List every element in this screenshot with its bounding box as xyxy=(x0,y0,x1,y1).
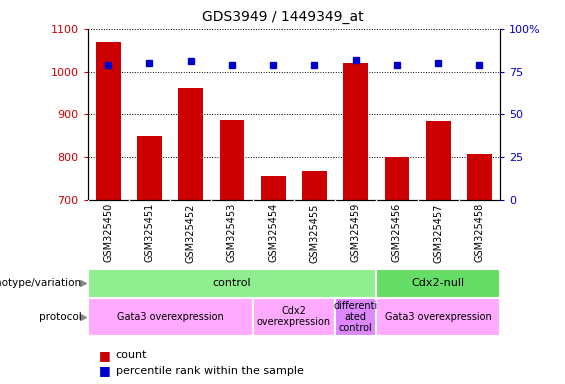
Text: GSM325454: GSM325454 xyxy=(268,203,278,262)
Text: Cdx2
overexpression: Cdx2 overexpression xyxy=(257,306,331,327)
Bar xyxy=(261,176,285,200)
Text: GSM325457: GSM325457 xyxy=(433,203,443,263)
Text: GSM325453: GSM325453 xyxy=(227,203,237,262)
Bar xyxy=(220,120,244,200)
Text: ■: ■ xyxy=(99,349,111,362)
Text: GSM325450: GSM325450 xyxy=(103,203,113,262)
Text: percentile rank within the sample: percentile rank within the sample xyxy=(116,366,304,376)
Bar xyxy=(302,170,327,200)
Text: GSM325451: GSM325451 xyxy=(145,203,154,262)
Text: differenti
ated
control: differenti ated control xyxy=(333,301,378,333)
Text: GSM325456: GSM325456 xyxy=(392,203,402,262)
Text: GSM325459: GSM325459 xyxy=(351,203,360,262)
Text: GDS3949 / 1449349_at: GDS3949 / 1449349_at xyxy=(202,10,363,23)
Text: genotype/variation: genotype/variation xyxy=(0,278,82,288)
Text: GSM325458: GSM325458 xyxy=(475,203,484,262)
Text: control: control xyxy=(212,278,251,288)
Bar xyxy=(96,43,120,200)
Bar xyxy=(88,269,376,298)
Bar xyxy=(344,63,368,200)
Text: GSM325455: GSM325455 xyxy=(310,203,319,263)
Text: protocol: protocol xyxy=(39,312,82,322)
Text: Gata3 overexpression: Gata3 overexpression xyxy=(385,312,492,322)
Bar xyxy=(467,154,492,200)
Text: Gata3 overexpression: Gata3 overexpression xyxy=(117,312,223,322)
Text: ■: ■ xyxy=(99,364,111,377)
Bar xyxy=(137,136,162,200)
Bar xyxy=(179,88,203,200)
Bar xyxy=(253,298,335,336)
Text: Cdx2-null: Cdx2-null xyxy=(411,278,465,288)
Text: GSM325452: GSM325452 xyxy=(186,203,195,263)
Bar xyxy=(426,121,450,200)
Bar xyxy=(88,298,253,336)
Bar xyxy=(335,298,376,336)
Bar xyxy=(385,157,409,200)
Text: count: count xyxy=(116,350,147,360)
Bar xyxy=(376,269,500,298)
Bar xyxy=(376,298,500,336)
